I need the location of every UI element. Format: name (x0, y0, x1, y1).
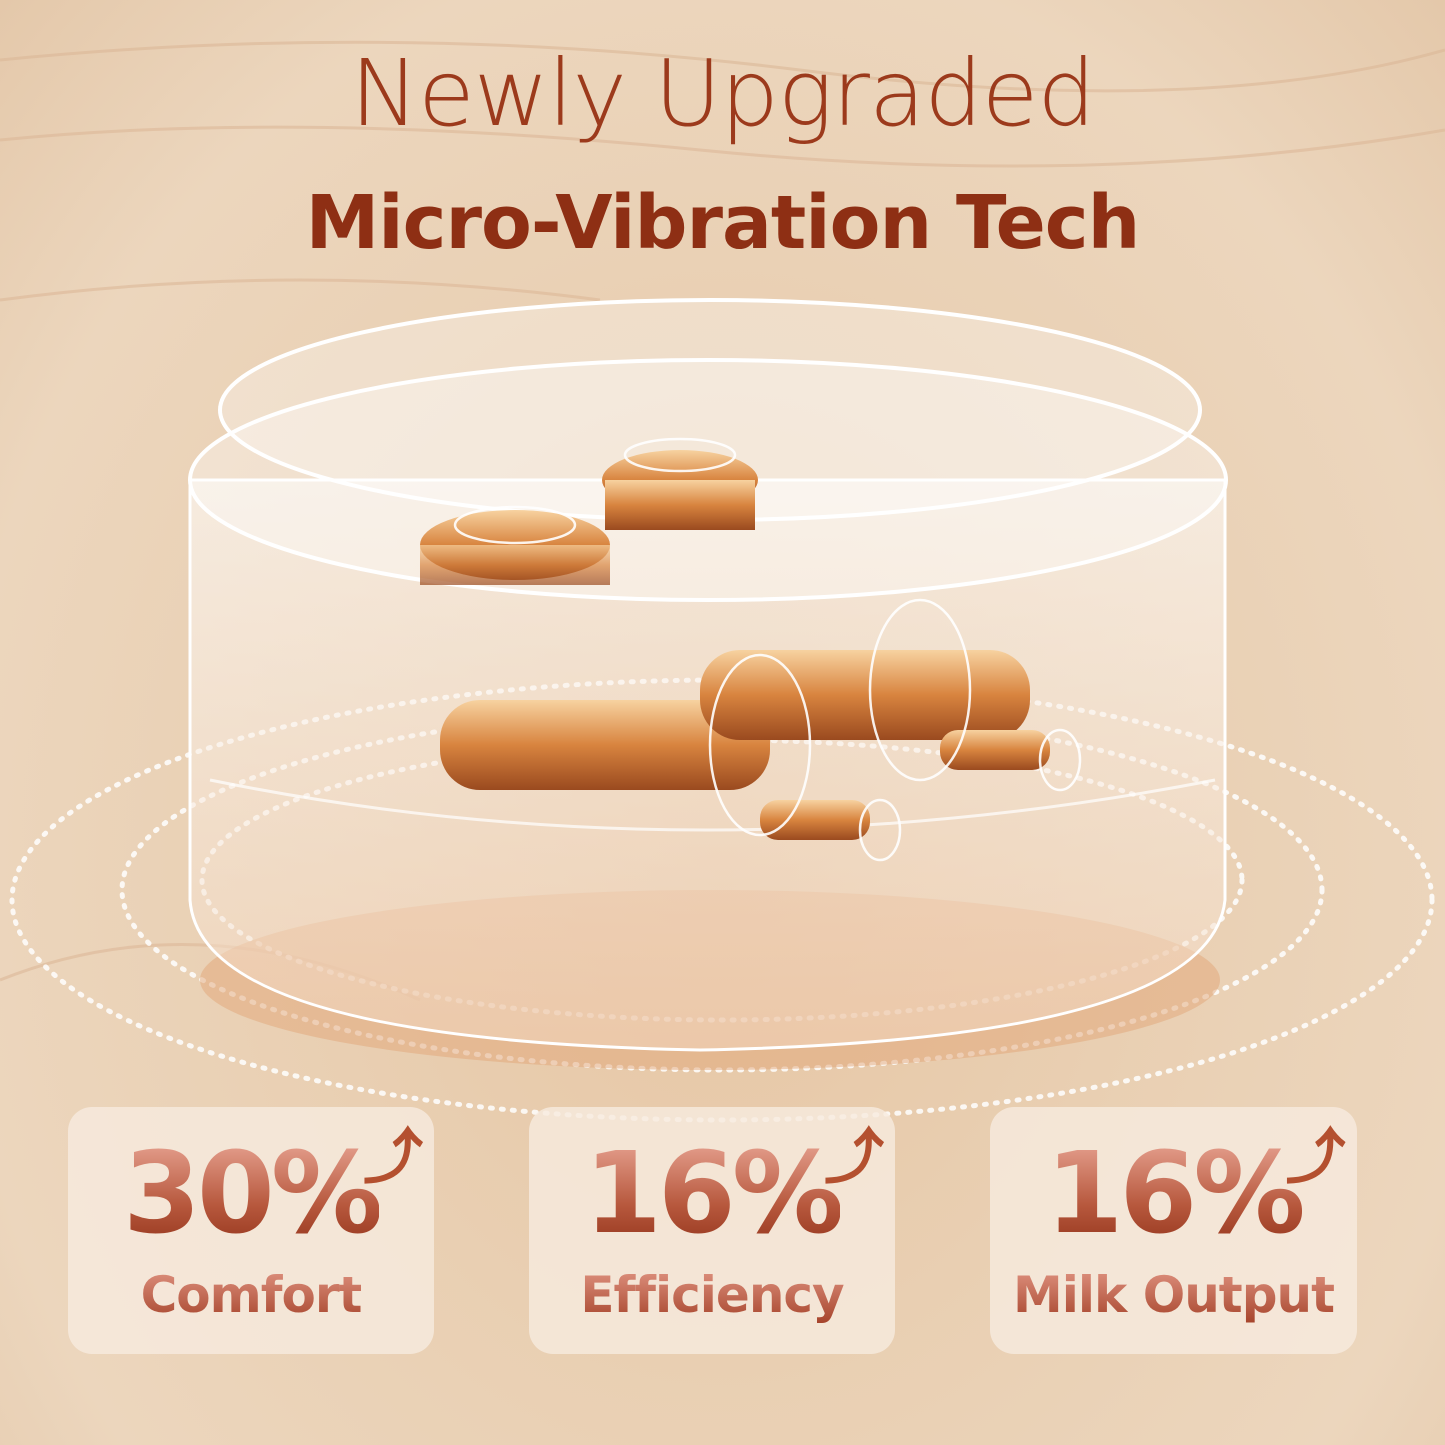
stat-card-milk-output: 16% ⤴ Milk Output (990, 1107, 1357, 1354)
stat-label: Milk Output (1013, 1265, 1335, 1324)
stat-label: Efficiency (580, 1265, 844, 1324)
up-arrow-icon: ⤴ (363, 1122, 424, 1193)
up-arrow-icon: ⤴ (824, 1122, 885, 1193)
stat-label: Comfort (140, 1265, 363, 1324)
stat-value: 30% (122, 1128, 380, 1259)
headline-line2: Micro-Vibration Tech (305, 180, 1141, 266)
up-arrow-icon: ⤴ (1285, 1122, 1346, 1193)
stat-value: 16% (1045, 1128, 1302, 1259)
stat-card-efficiency: 16% ⤴ Efficiency (529, 1107, 895, 1354)
stat-value: 16% (583, 1128, 841, 1259)
vibration-motors (420, 437, 1082, 862)
stat-card-comfort: 30% ⤴ Comfort (68, 1107, 434, 1354)
headline-line1: Newly Upgraded (350, 40, 1095, 147)
